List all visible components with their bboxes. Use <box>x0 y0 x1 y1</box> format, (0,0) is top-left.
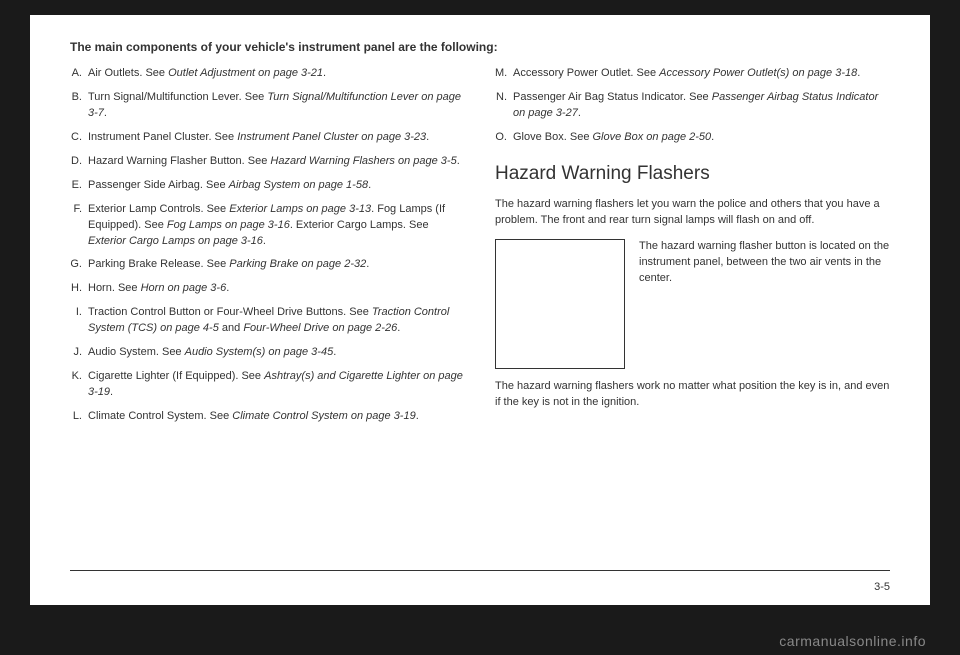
item-description: Audio System. See Audio System(s) on pag… <box>88 345 465 361</box>
right-column: M.Accessory Power Outlet. See Accessory … <box>495 66 890 433</box>
item-description: Parking Brake Release. See Parking Brake… <box>88 257 465 273</box>
item-description: Hazard Warning Flasher Button. See Hazar… <box>88 154 465 170</box>
item-letter: D. <box>70 154 88 170</box>
item-letter: N. <box>495 90 513 122</box>
left-column: A.Air Outlets. See Outlet Adjustment on … <box>70 66 465 433</box>
item-letter: O. <box>495 130 513 146</box>
item-letter: H. <box>70 281 88 297</box>
list-item: A.Air Outlets. See Outlet Adjustment on … <box>70 66 465 82</box>
list-item: K.Cigarette Lighter (If Equipped). See A… <box>70 369 465 401</box>
watermark-text: carmanualsonline.info <box>779 633 926 649</box>
manual-page: The main components of your vehicle's in… <box>30 15 930 605</box>
list-item: E.Passenger Side Airbag. See Airbag Syst… <box>70 178 465 194</box>
item-description: Accessory Power Outlet. See Accessory Po… <box>513 66 890 82</box>
footer-divider <box>70 570 890 571</box>
list-item: D.Hazard Warning Flasher Button. See Haz… <box>70 154 465 170</box>
list-item: I.Traction Control Button or Four-Wheel … <box>70 305 465 337</box>
item-description: Turn Signal/Multifunction Lever. See Tur… <box>88 90 465 122</box>
list-item: M.Accessory Power Outlet. See Accessory … <box>495 66 890 82</box>
list-item: O.Glove Box. See Glove Box on page 2-50. <box>495 130 890 146</box>
item-description: Cigarette Lighter (If Equipped). See Ash… <box>88 369 465 401</box>
item-description: Instrument Panel Cluster. See Instrument… <box>88 130 465 146</box>
section-paragraph-1: The hazard warning flashers let you warn… <box>495 197 890 229</box>
item-description: Climate Control System. See Climate Cont… <box>88 409 465 425</box>
item-letter: L. <box>70 409 88 425</box>
item-letter: F. <box>70 202 88 250</box>
list-item: L.Climate Control System. See Climate Co… <box>70 409 465 425</box>
list-item: H.Horn. See Horn on page 3-6. <box>70 281 465 297</box>
intro-text: The main components of your vehicle's in… <box>70 40 890 54</box>
item-letter: I. <box>70 305 88 337</box>
item-description: Traction Control Button or Four-Wheel Dr… <box>88 305 465 337</box>
figure-caption: The hazard warning flasher button is loc… <box>639 239 890 369</box>
content-columns: A.Air Outlets. See Outlet Adjustment on … <box>70 66 890 433</box>
section-heading: Hazard Warning Flashers <box>495 160 890 188</box>
item-letter: K. <box>70 369 88 401</box>
item-description: Passenger Side Airbag. See Airbag System… <box>88 178 465 194</box>
item-letter: E. <box>70 178 88 194</box>
item-description: Passenger Air Bag Status Indicator. See … <box>513 90 890 122</box>
item-description: Horn. See Horn on page 3-6. <box>88 281 465 297</box>
figure-row: The hazard warning flasher button is loc… <box>495 239 890 369</box>
list-item: J.Audio System. See Audio System(s) on p… <box>70 345 465 361</box>
section-paragraph-2: The hazard warning flashers work no matt… <box>495 379 890 411</box>
list-item: G.Parking Brake Release. See Parking Bra… <box>70 257 465 273</box>
list-item: F.Exterior Lamp Controls. See Exterior L… <box>70 202 465 250</box>
list-item: B.Turn Signal/Multifunction Lever. See T… <box>70 90 465 122</box>
item-letter: J. <box>70 345 88 361</box>
item-letter: B. <box>70 90 88 122</box>
item-description: Air Outlets. See Outlet Adjustment on pa… <box>88 66 465 82</box>
item-letter: M. <box>495 66 513 82</box>
list-item: C.Instrument Panel Cluster. See Instrume… <box>70 130 465 146</box>
page-number: 3-5 <box>874 581 890 593</box>
item-letter: G. <box>70 257 88 273</box>
item-letter: A. <box>70 66 88 82</box>
item-description: Exterior Lamp Controls. See Exterior Lam… <box>88 202 465 250</box>
item-description: Glove Box. See Glove Box on page 2-50. <box>513 130 890 146</box>
hazard-button-figure <box>495 239 625 369</box>
list-item: N.Passenger Air Bag Status Indicator. Se… <box>495 90 890 122</box>
item-letter: C. <box>70 130 88 146</box>
